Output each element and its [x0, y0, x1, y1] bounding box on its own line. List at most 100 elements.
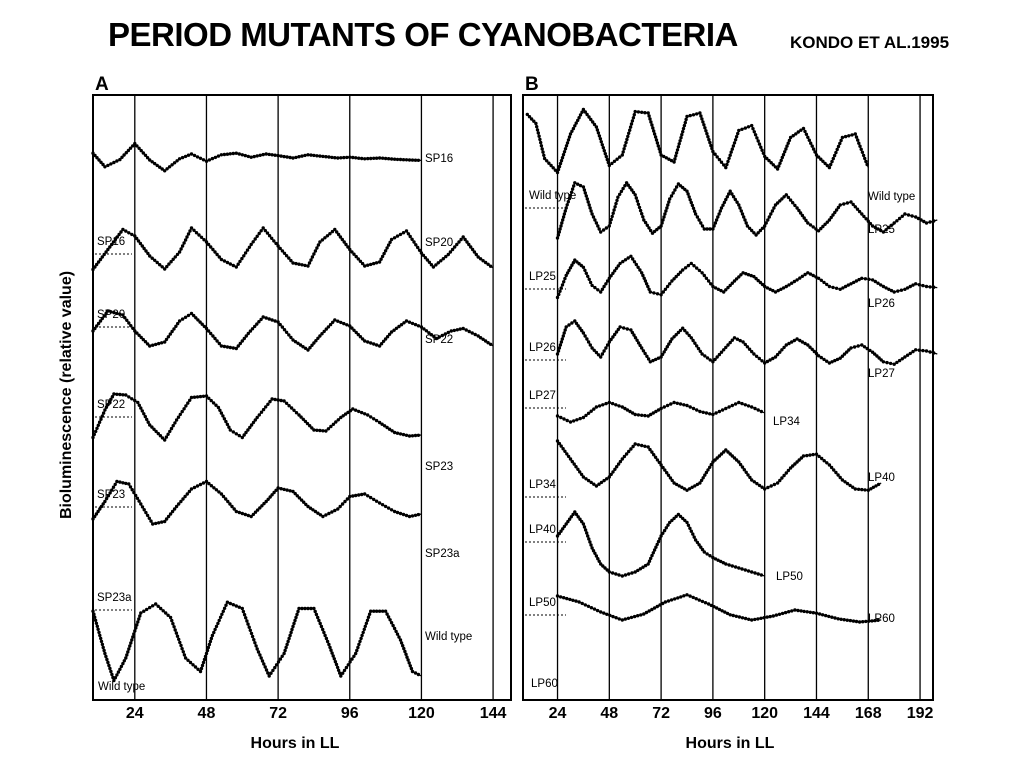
data-point: [591, 120, 595, 124]
data-point: [529, 117, 534, 121]
data-point: [853, 487, 857, 491]
data-point: [348, 247, 352, 252]
data-point: [705, 227, 709, 231]
data-point: [279, 487, 283, 491]
data-point: [571, 126, 576, 131]
data-point: [558, 343, 563, 347]
data-point: [716, 287, 720, 291]
data-point: [357, 409, 361, 414]
data-point: [711, 412, 715, 417]
data-point: [399, 641, 404, 645]
data-point: [919, 218, 923, 222]
data-point: [623, 144, 627, 148]
data-point: [733, 402, 738, 406]
data-point: [555, 534, 560, 538]
data-point: [578, 183, 583, 188]
data-point: [160, 520, 164, 524]
data-point: [800, 340, 805, 344]
data-point: [312, 341, 316, 345]
data-point: [174, 324, 178, 328]
data-point: [760, 485, 764, 489]
data-point: [297, 413, 301, 417]
data-point: [868, 348, 872, 353]
data-point: [770, 209, 775, 213]
data-point: [158, 434, 163, 438]
data-point: [345, 155, 349, 160]
data-point: [255, 415, 259, 420]
data-point: [908, 351, 912, 356]
data-point: [829, 465, 834, 470]
data-point: [240, 511, 244, 516]
data-point: [843, 480, 847, 484]
data-point: [549, 163, 553, 168]
data-point: [324, 155, 328, 159]
data-point: [631, 257, 635, 261]
data-point: [256, 650, 261, 654]
data-point: [810, 347, 814, 351]
data-point: [868, 221, 873, 226]
data-point: [301, 345, 305, 349]
data-point: [446, 252, 450, 257]
data-point: [282, 651, 286, 656]
data-point: [338, 671, 342, 675]
data-point: [651, 358, 655, 363]
data-point: [884, 286, 888, 290]
data-point: [115, 673, 119, 677]
data-point: [778, 478, 782, 483]
data-point: [597, 134, 602, 138]
data-point: [94, 621, 99, 625]
data-point: [322, 329, 326, 334]
data-point: [784, 471, 788, 475]
data-point: [628, 409, 632, 414]
data-point: [897, 216, 902, 221]
data-point: [700, 599, 705, 604]
data-point: [146, 420, 150, 424]
data-point: [921, 348, 925, 353]
data-point: [663, 287, 668, 291]
data-point: [144, 249, 148, 253]
data-point: [346, 410, 350, 415]
data-point: [317, 618, 321, 623]
data-point: [889, 223, 894, 227]
data-point: [267, 317, 271, 321]
data-point: [658, 603, 662, 607]
data-point: [597, 482, 601, 486]
data-point: [369, 156, 373, 161]
data-point: [795, 278, 799, 282]
data-point: [138, 614, 142, 618]
data-point: [220, 612, 224, 616]
data-point: [299, 415, 303, 419]
data-point: [739, 209, 743, 213]
data-point: [330, 155, 334, 160]
data-point: [481, 337, 485, 341]
data-point: [633, 109, 637, 114]
data-point: [273, 153, 277, 157]
data-point: [679, 595, 683, 599]
data-point: [179, 247, 183, 251]
data-point: [567, 135, 572, 139]
data-point: [646, 111, 650, 115]
data-point: [163, 519, 167, 524]
data-point: [209, 398, 213, 403]
data-point: [766, 218, 770, 222]
data-point: [861, 620, 865, 624]
data-point: [419, 325, 424, 329]
data-point: [869, 487, 873, 491]
data-point: [687, 487, 692, 491]
data-point: [636, 413, 641, 417]
data-point: [867, 277, 871, 281]
data-point: [622, 454, 627, 459]
data-point: [140, 409, 144, 413]
data-point: [106, 309, 110, 313]
data-point: [398, 638, 403, 642]
data-point: [728, 613, 732, 617]
data-point: [602, 611, 606, 615]
series-label-right: LP50: [776, 571, 803, 583]
data-point: [313, 509, 318, 514]
data-point: [409, 666, 414, 671]
data-point: [196, 667, 200, 671]
data-point: [270, 153, 274, 157]
data-point: [270, 318, 274, 322]
data-point: [742, 215, 746, 219]
